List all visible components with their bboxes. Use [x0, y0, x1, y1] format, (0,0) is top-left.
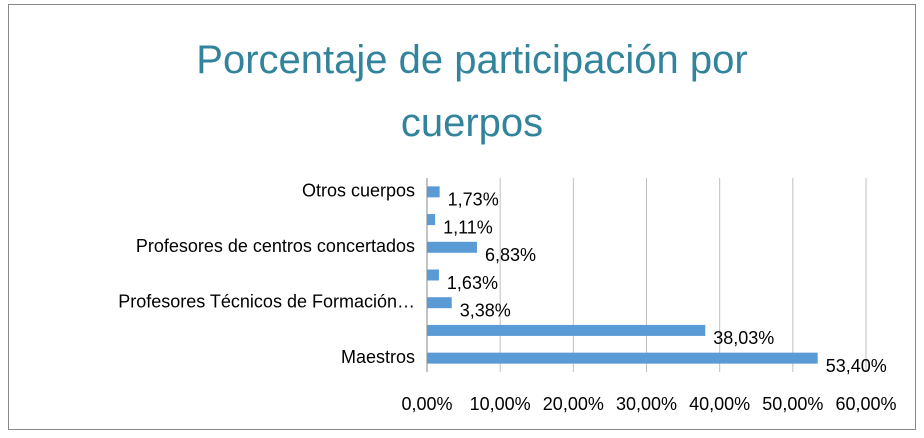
data-label: 38,03%	[713, 328, 774, 348]
x-tick-label: 30,00%	[616, 394, 677, 414]
bar	[427, 186, 440, 198]
x-tick-label: 60,00%	[835, 394, 896, 414]
data-label: 1,73%	[448, 190, 499, 210]
bar	[427, 297, 452, 309]
x-tick-label: 50,00%	[762, 394, 823, 414]
x-tick-label: 0,00%	[401, 394, 452, 414]
data-label: 53,40%	[826, 356, 887, 376]
bar	[427, 352, 818, 364]
bar	[427, 269, 439, 281]
x-tick-label: 40,00%	[689, 394, 750, 414]
bar	[427, 214, 436, 226]
x-tick-label: 10,00%	[470, 394, 531, 414]
data-label: 6,83%	[485, 245, 536, 265]
data-label: 1,11%	[443, 217, 493, 237]
y-tick-label: Profesores Técnicos de Formación…	[118, 291, 415, 311]
y-tick-label: Profesores de centros concertados	[136, 236, 415, 256]
bar	[427, 324, 706, 336]
data-label: 1,63%	[447, 273, 498, 293]
bar	[427, 241, 477, 253]
data-label: 3,38%	[460, 300, 511, 320]
y-tick-label: Maestros	[341, 347, 415, 367]
x-tick-label: 20,00%	[543, 394, 604, 414]
y-tick-label: Otros cuerpos	[302, 181, 415, 201]
chart-title: Porcentaje de participación por cuerpos	[196, 38, 747, 145]
